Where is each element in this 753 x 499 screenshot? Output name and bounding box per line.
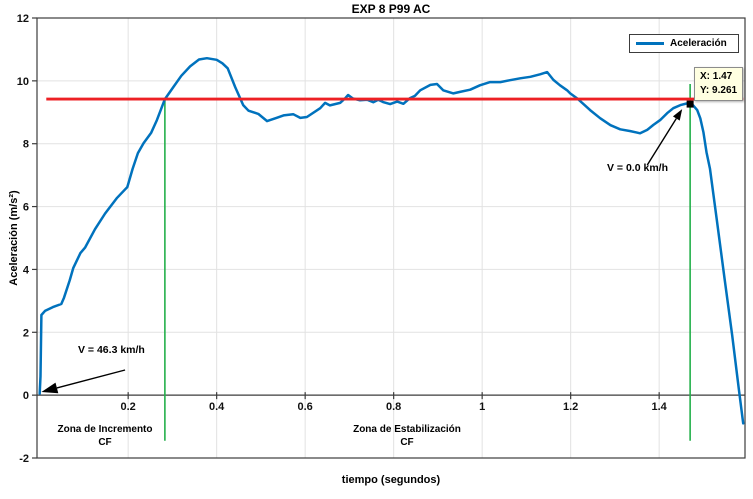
datatip-marker[interactable] bbox=[686, 100, 694, 108]
annotation-v-start: V = 46.3 km/h bbox=[78, 344, 145, 356]
datatip-y-value: Y: 9.261 bbox=[700, 85, 738, 96]
y-tick-label: 12 bbox=[17, 13, 29, 25]
zone-increment-line2: CF bbox=[98, 437, 112, 448]
legend-entry-label: Aceleración bbox=[670, 38, 727, 49]
y-tick-label: 6 bbox=[23, 202, 29, 214]
y-axis-label: Aceleración (m/s²) bbox=[8, 190, 20, 286]
x-tick-label: 0.4 bbox=[209, 401, 225, 413]
y-tick-label: 8 bbox=[23, 139, 29, 151]
x-axis-label: tiempo (segundos) bbox=[341, 474, 441, 486]
legend[interactable]: Aceleración bbox=[629, 34, 739, 53]
x-tick-label: 0.2 bbox=[121, 401, 136, 413]
datatip-x-value: X: 1.47 bbox=[700, 71, 733, 82]
zone-stabilization-line1: Zona de Estabilización bbox=[353, 424, 461, 435]
plot-box bbox=[36, 17, 746, 459]
annotation-v-end: V = 0.0 km/h bbox=[607, 162, 668, 174]
y-tick-label: 10 bbox=[17, 76, 29, 88]
annotation-arrow bbox=[56, 369, 126, 389]
x-tick-label: 0.6 bbox=[298, 401, 313, 413]
x-tick-label: 1.2 bbox=[563, 401, 578, 413]
annotation-arrowhead bbox=[672, 109, 683, 121]
zone-increment-line1: Zona de Incremento bbox=[57, 424, 153, 435]
annotation-arrow bbox=[646, 118, 677, 166]
y-tick-label: 2 bbox=[23, 327, 29, 339]
zone-increment-label: Zona de Incremento CF bbox=[44, 423, 166, 449]
x-tick-label: 1 bbox=[479, 401, 485, 413]
y-tick-label: 0 bbox=[23, 390, 29, 402]
datatip[interactable]: X: 1.47 Y: 9.261 bbox=[694, 67, 744, 101]
zone-stabilization-line2: CF bbox=[400, 437, 414, 448]
y-tick-label: 4 bbox=[23, 264, 30, 276]
acceleration-line bbox=[38, 56, 745, 425]
chart-title: EXP 8 P99 AC bbox=[351, 2, 431, 16]
y-tick-label: -2 bbox=[19, 453, 29, 465]
x-tick-label: 0.8 bbox=[386, 401, 401, 413]
legend-line-sample-icon bbox=[636, 42, 664, 45]
x-tick-label: 1.4 bbox=[652, 401, 668, 413]
annotation-arrowhead bbox=[41, 382, 59, 394]
zone-stabilization-label: Zona de Estabilización CF bbox=[346, 423, 468, 449]
